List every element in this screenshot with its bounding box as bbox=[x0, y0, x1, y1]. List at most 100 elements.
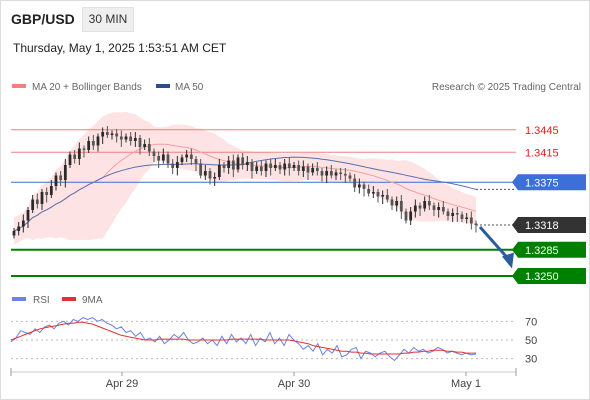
candle-body bbox=[451, 213, 455, 216]
candle-body bbox=[147, 144, 151, 152]
candle-body bbox=[329, 171, 333, 176]
candle-body bbox=[189, 154, 193, 159]
candle-body bbox=[203, 171, 207, 176]
candle-body bbox=[465, 217, 469, 219]
candle-body bbox=[17, 226, 21, 231]
ma50-legend-label: MA 50 bbox=[175, 82, 204, 93]
rsi-tick-50: 50 bbox=[525, 335, 537, 347]
candle-body bbox=[49, 186, 53, 195]
rsi-legend-label: RSI bbox=[33, 295, 50, 306]
timeframe-badge[interactable]: 30 MIN bbox=[82, 7, 134, 32]
candle-body bbox=[96, 136, 100, 146]
candle-body bbox=[437, 207, 441, 210]
timestamp: Thursday, May 1, 2025 1:53:51 AM CET bbox=[13, 41, 227, 55]
candle-body bbox=[348, 175, 352, 179]
bollinger-legend-label: MA 20 + Bollinger Bands bbox=[32, 82, 142, 93]
candle-body bbox=[409, 211, 413, 221]
candle-body bbox=[101, 132, 105, 137]
rsi-tick-30: 30 bbox=[525, 354, 537, 366]
candle-body bbox=[45, 192, 49, 195]
ma50-legend-swatch bbox=[156, 84, 170, 88]
credit-text: Research © 2025 Trading Central bbox=[432, 82, 581, 93]
ma50-price-badge-text: 1.3375 bbox=[525, 177, 559, 189]
candle-body bbox=[87, 141, 91, 150]
candle-body bbox=[455, 213, 459, 215]
candle-body bbox=[175, 162, 179, 168]
candle-body bbox=[441, 207, 445, 212]
rsi-ma-legend-label: 9MA bbox=[82, 295, 103, 306]
candle-body bbox=[231, 160, 235, 170]
ma50-line bbox=[13, 156, 477, 232]
x-tick-label: Apr 30 bbox=[278, 378, 310, 390]
symbol-title: GBP/USD bbox=[11, 11, 75, 27]
candle-body bbox=[166, 154, 170, 164]
candle-body bbox=[334, 172, 338, 176]
support-badge-1-shape bbox=[512, 241, 586, 258]
forecast-arrow-head bbox=[502, 252, 514, 269]
candle-body bbox=[222, 165, 226, 168]
candle-body bbox=[273, 165, 277, 168]
candle-body bbox=[245, 162, 249, 165]
candle-body bbox=[110, 133, 114, 135]
candle-body bbox=[236, 157, 240, 170]
candle-body bbox=[362, 184, 366, 189]
candle-body bbox=[385, 195, 389, 200]
candle-body bbox=[413, 205, 417, 212]
candle-body bbox=[269, 163, 273, 168]
candle-body bbox=[418, 205, 422, 209]
x-tick-label: Apr 29 bbox=[106, 378, 138, 390]
candle-body bbox=[432, 205, 436, 210]
candle-body bbox=[469, 217, 473, 224]
candle-body bbox=[339, 172, 343, 174]
candle-body bbox=[399, 201, 403, 212]
rsi-tick-70: 70 bbox=[525, 316, 537, 328]
candle-body bbox=[367, 189, 371, 194]
candle-body bbox=[325, 171, 329, 176]
candle-body bbox=[306, 166, 310, 173]
current-price-badge-text: 1.3318 bbox=[525, 220, 559, 232]
candle-body bbox=[185, 154, 189, 158]
x-tick-label: May 1 bbox=[451, 378, 481, 390]
candle-body bbox=[446, 211, 450, 216]
current-price-badge-shape bbox=[512, 217, 586, 233]
rsi-ma-legend-swatch bbox=[62, 297, 76, 301]
resistance-label-2: 1.3415 bbox=[525, 147, 559, 159]
candle-body bbox=[292, 165, 296, 168]
candle-body bbox=[77, 148, 81, 159]
candle-body bbox=[91, 141, 95, 146]
candle-body bbox=[278, 165, 282, 170]
candle-body bbox=[180, 157, 184, 162]
candle-body bbox=[133, 138, 137, 141]
candle-body bbox=[315, 168, 319, 171]
candle-body bbox=[343, 174, 347, 176]
candle-body bbox=[21, 220, 25, 227]
support-badge-1-text: 1.3285 bbox=[525, 245, 559, 257]
ma50-price-badge-shape bbox=[512, 174, 586, 191]
candle-body bbox=[395, 201, 399, 206]
candle-body bbox=[157, 156, 161, 161]
candle-body bbox=[143, 144, 147, 147]
candle-body bbox=[217, 165, 221, 177]
candle-body bbox=[353, 178, 357, 188]
candle-body bbox=[105, 132, 109, 135]
candle-body bbox=[297, 165, 301, 171]
candle-body bbox=[31, 199, 35, 210]
candle-body bbox=[213, 177, 217, 179]
candle-body bbox=[357, 184, 361, 188]
candle-body bbox=[152, 151, 156, 156]
candle-body bbox=[460, 214, 464, 219]
candle-body bbox=[40, 192, 44, 204]
candle-body bbox=[82, 148, 86, 150]
candle-body bbox=[73, 154, 77, 159]
candle-body bbox=[115, 133, 119, 137]
candle-body bbox=[241, 157, 245, 165]
candle-body bbox=[371, 192, 375, 194]
candle-body bbox=[54, 175, 58, 186]
candle-body bbox=[390, 199, 394, 206]
resistance-label-1: 1.3445 bbox=[525, 125, 559, 137]
candle-body bbox=[161, 154, 165, 161]
candle-body bbox=[124, 136, 128, 140]
bollinger-legend-swatch bbox=[12, 84, 26, 88]
candle-body bbox=[301, 166, 305, 171]
